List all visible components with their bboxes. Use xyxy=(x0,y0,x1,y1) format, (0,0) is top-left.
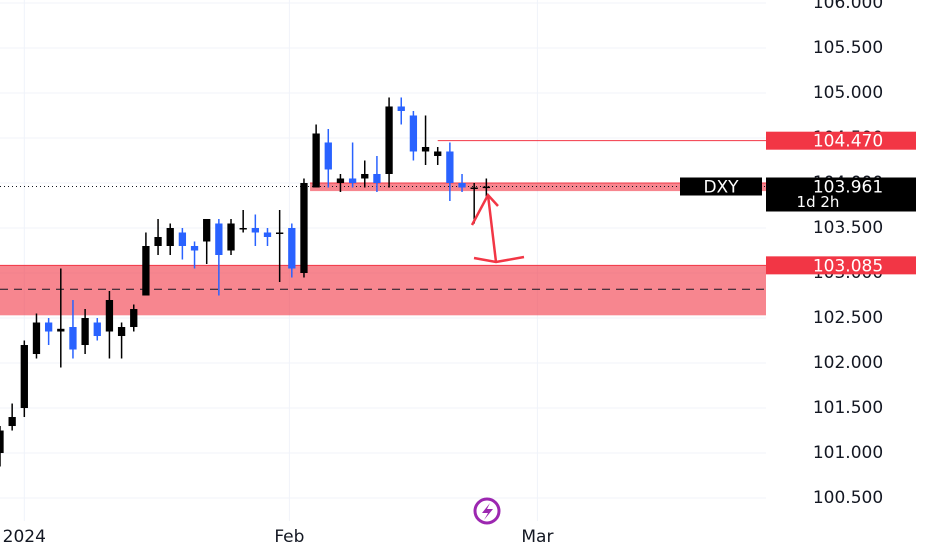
resistance-label-box xyxy=(766,131,916,150)
y-tick-label: 101.000 xyxy=(813,443,883,463)
candle-body xyxy=(458,182,466,188)
x-tick-label: Mar xyxy=(521,527,553,547)
candle-body xyxy=(336,178,345,183)
candle-body xyxy=(166,227,174,246)
candle-body xyxy=(300,182,308,274)
y-tick-label: 100.500 xyxy=(813,488,883,508)
candle-body xyxy=(348,178,357,183)
candle-body xyxy=(385,106,393,174)
candle-body xyxy=(203,218,211,242)
candle-body xyxy=(482,186,490,189)
candle-body xyxy=(312,133,320,188)
candle-body xyxy=(239,227,247,230)
y-tick-label: 105.500 xyxy=(813,38,883,58)
candle-body xyxy=(251,227,259,233)
x-tick-label: 2024 xyxy=(3,527,46,547)
arrow-down xyxy=(473,194,525,264)
candle-body xyxy=(44,322,53,332)
support-label-box xyxy=(766,256,916,275)
candle-body xyxy=(93,322,101,337)
candle-body xyxy=(409,115,418,152)
candle-body xyxy=(0,430,4,454)
candle-body xyxy=(81,318,89,346)
candle-body xyxy=(190,245,199,251)
candle-body xyxy=(421,146,430,152)
candle-body xyxy=(32,322,41,355)
candle-body xyxy=(142,245,150,296)
candle-body xyxy=(20,345,28,409)
candle-body xyxy=(470,187,478,189)
candle-body xyxy=(276,232,284,234)
candle-body xyxy=(215,223,223,256)
countdown: 1d 2h xyxy=(797,193,840,211)
arrow xyxy=(470,192,525,264)
y-tick-label: 103.500 xyxy=(813,218,883,238)
candle-body xyxy=(130,309,138,328)
candle-body xyxy=(288,227,296,269)
symbol-box xyxy=(680,177,762,196)
candle-body xyxy=(154,236,162,246)
zone xyxy=(0,265,766,316)
candle-body xyxy=(446,151,454,183)
candle-body xyxy=(373,173,381,183)
x-tick-label: Feb xyxy=(274,527,304,547)
candle-body xyxy=(434,151,442,156)
candle-body xyxy=(324,142,332,170)
candle-body xyxy=(361,173,369,179)
candle-body xyxy=(8,417,16,427)
symbol-label: DXY xyxy=(703,178,739,198)
candle-body xyxy=(178,232,187,246)
candle-body xyxy=(105,300,114,332)
candle-body xyxy=(263,232,272,237)
resistance-label: 104.470 xyxy=(813,132,883,152)
candle-body xyxy=(57,328,65,332)
logo xyxy=(473,497,501,525)
y-tick-label: 101.500 xyxy=(813,398,883,418)
last-price-box xyxy=(766,177,916,212)
support-label: 103.085 xyxy=(813,256,883,276)
candle-body xyxy=(117,327,126,337)
y-tick-label: 102.000 xyxy=(813,353,883,373)
candle-body xyxy=(227,223,235,251)
candle-body xyxy=(397,106,405,111)
last-price-label: 103.961 xyxy=(813,178,883,198)
zone xyxy=(310,182,766,192)
candle-body xyxy=(69,327,77,350)
y-tick-label: 106.000 xyxy=(813,0,883,13)
y-tick-label: 102.500 xyxy=(813,308,883,328)
y-tick-label: 105.000 xyxy=(813,83,883,103)
